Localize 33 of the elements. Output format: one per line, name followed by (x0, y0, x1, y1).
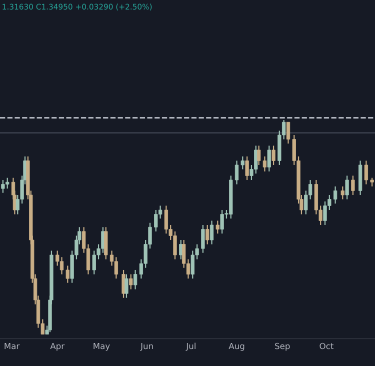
candlestick (267, 145, 271, 172)
candlestick (129, 274, 133, 290)
candlestick (333, 186, 338, 204)
candlestick (154, 209, 158, 232)
candlestick (286, 122, 290, 144)
candlestick (201, 224, 205, 254)
x-tick-label: Mar (4, 342, 20, 350)
x-tick-label: Apr (50, 342, 65, 351)
candlestick (216, 220, 220, 234)
x-tick-label: Aug (228, 342, 244, 351)
candlestick (351, 175, 355, 196)
candlestick (272, 145, 276, 166)
x-tick-label: Sep (275, 342, 290, 351)
x-tick-label: Jun (140, 342, 153, 351)
candlestick (104, 226, 108, 260)
candlestick (340, 186, 344, 200)
x-tick-label: Oct (320, 342, 334, 350)
x-tick-label: Jul (186, 342, 196, 351)
candlestick (345, 175, 349, 200)
candlestick (262, 156, 267, 172)
candlestick (256, 145, 261, 166)
candlestick (124, 274, 128, 298)
candlestick (66, 265, 70, 284)
candlestick (364, 160, 368, 185)
candlestick (60, 256, 64, 275)
x-tick-label: May (94, 342, 110, 351)
candlestick (210, 220, 214, 245)
candlestick (245, 156, 249, 181)
candlestick (234, 160, 239, 185)
candlestick (206, 224, 210, 245)
candlestick (240, 156, 244, 170)
candlestick (133, 269, 138, 290)
candlestick (164, 205, 168, 234)
